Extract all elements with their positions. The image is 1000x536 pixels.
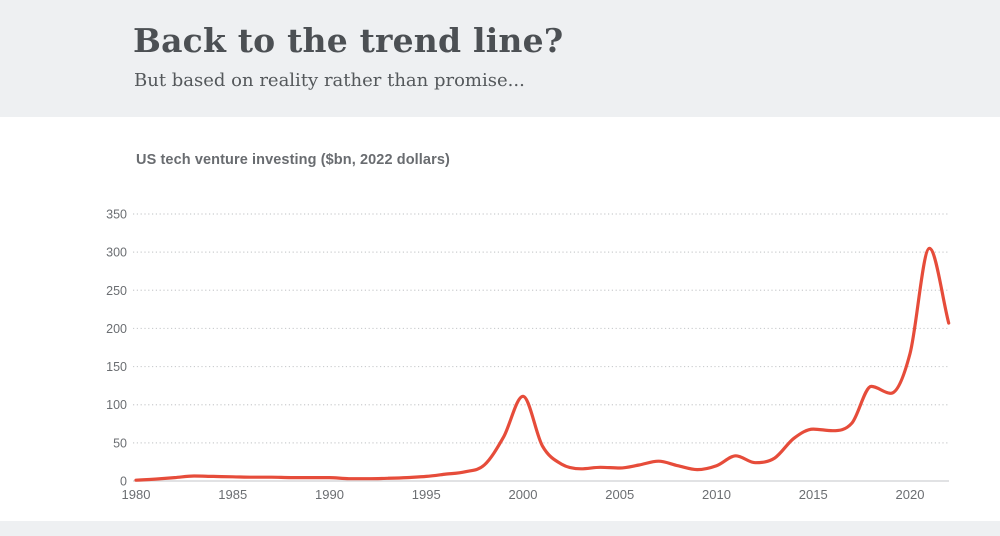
x-tick-label: 1985 <box>218 487 247 502</box>
page-title: Back to the trend line? <box>133 21 564 60</box>
y-tick-label: 50 <box>113 436 127 450</box>
y-tick-label: 0 <box>120 475 127 489</box>
y-tick-label: 350 <box>106 208 127 222</box>
y-tick-label: 250 <box>106 284 127 298</box>
y-tick-label: 100 <box>106 398 127 412</box>
page-header: Back to the trend line? But based on rea… <box>0 0 1000 117</box>
chart-title: US tech venture investing ($bn, 2022 dol… <box>136 152 450 168</box>
x-tick-label: 2020 <box>896 487 925 502</box>
x-tick-label: 1995 <box>412 487 441 502</box>
y-tick-label: 200 <box>106 322 127 336</box>
x-tick-label: 2005 <box>605 487 634 502</box>
page-subtitle: But based on reality rather than promise… <box>134 70 525 91</box>
x-tick-label: 2010 <box>702 487 731 502</box>
x-tick-label: 2000 <box>509 487 538 502</box>
y-tick-label: 300 <box>106 246 127 260</box>
footer-strip <box>0 521 1000 536</box>
y-tick-label: 150 <box>106 360 127 374</box>
x-tick-label: 2015 <box>799 487 828 502</box>
x-tick-label: 1990 <box>315 487 344 502</box>
x-tick-label: 1980 <box>122 487 151 502</box>
venture-investing-series-line <box>134 246 951 482</box>
